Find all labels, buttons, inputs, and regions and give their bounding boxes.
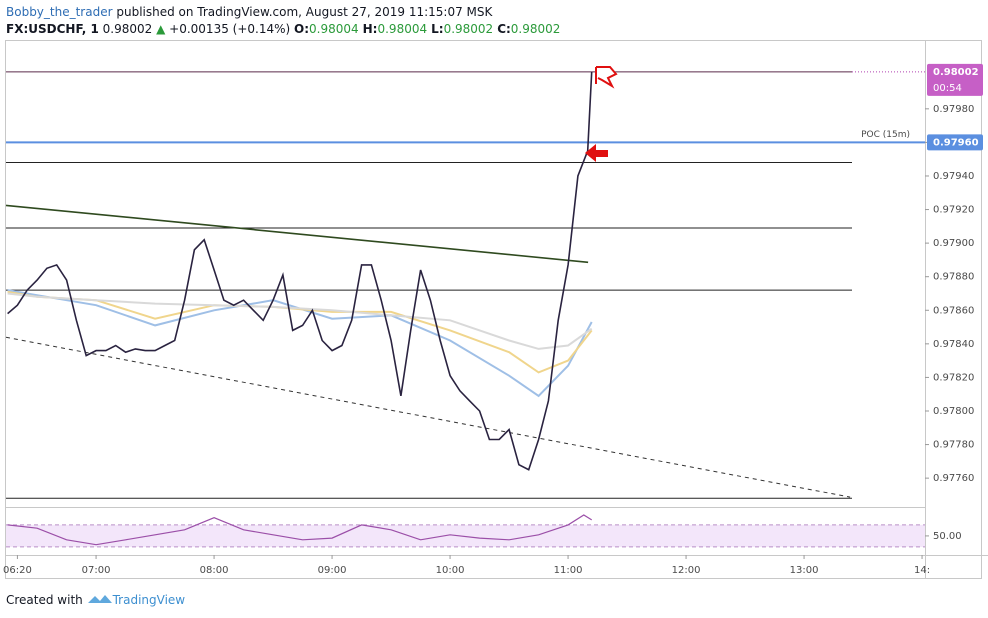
red-arrow [585,144,608,162]
ohlc-value: 0.98002 [510,22,561,36]
x-tick-label: 08:00 [200,565,229,576]
y-tick-label: 0.97780 [933,440,974,451]
y-tick-label: 0.97840 [933,339,974,350]
x-tick-label: 13:00 [790,565,819,576]
y-tick-label: 0.97980 [933,104,974,115]
last: 0.98002 [102,22,153,36]
level-tag [927,134,983,151]
y-tick-label: 0.97900 [933,238,974,249]
last-price-label: 0.98002 [933,67,979,78]
brand[interactable]: TradingView [112,593,186,607]
x-tick-label: 06:20 [3,565,32,576]
change: +0.00135 (+0.14%) [169,22,291,36]
countdown: 00:54 [933,83,962,94]
y-tick-label: 0.97800 [933,406,974,417]
ohlc-label: C: [497,22,511,36]
y-tick-label: 0.97860 [933,305,974,316]
marks: 06:20 07:00 08:00 09:00 10:00 11:00 12:00 13:00… [3,63,983,576]
y-tick-label: 0.97940 [933,171,974,182]
y-tick-label: 0.97760 [933,473,974,484]
x-tick-label: 14: [914,565,930,576]
footer: Created with TradingView [6,592,185,607]
ohlc-label: L: [431,22,444,36]
ohlc-label: H: [362,22,378,36]
frame [5,40,982,579]
symbol: FX:USDCHF, 1 [6,22,99,36]
moving-average [7,290,593,374]
logo [87,595,112,603]
arrow: ▲ [156,22,166,36]
flag-icon [595,66,618,89]
moving-average [7,292,593,350]
ohlc-label: O: [294,22,310,36]
x-tick-label: 12:00 [672,565,701,576]
x-tick-label: 07:00 [82,565,111,576]
x-tick-label: 09:00 [318,565,347,576]
last-price-tag [927,63,983,96]
author[interactable]: Bobby_the_trader [6,5,113,19]
symbol-line: FX:USDCHF, 1 0.98002 ▲ +0.00135 (+0.14%)… [6,21,564,38]
y-tick-label: 0.97880 [933,272,974,283]
rsi-line [7,514,593,546]
level-name: POC (15m) [861,130,910,140]
chart: 06:20 07:00 08:00 09:00 10:00 11:00 12:00 13:00… [3,40,988,579]
published: published on TradingView.com, August 27,… [116,5,493,19]
ohlc-value: 0.98002 [443,22,494,36]
y-tick-label: 0.97920 [933,205,974,216]
ohlc: O:0.98004 H:0.98004 L:0.98002 C:0.98002 [294,22,564,36]
ohlc-value: 0.98004 [377,22,428,36]
rsi-band [6,524,925,547]
created: Created with [6,593,83,607]
trend-line [5,336,851,498]
level-tag-label: 0.97960 [933,137,979,148]
y-tick-label: 0.97820 [933,372,974,383]
x-tick-label: 11:00 [554,565,583,576]
publish-line: Bobby_the_trader published on TradingVie… [6,4,564,21]
ohlc-value: 0.98004 [309,22,359,36]
rsi-tick-label: 50.00 [933,531,962,542]
moving-average [7,289,593,398]
header: Bobby_the_trader published on TradingVie… [6,4,564,38]
price-line [7,71,593,471]
trend-line [5,204,589,264]
x-tick-label: 10:00 [436,565,465,576]
